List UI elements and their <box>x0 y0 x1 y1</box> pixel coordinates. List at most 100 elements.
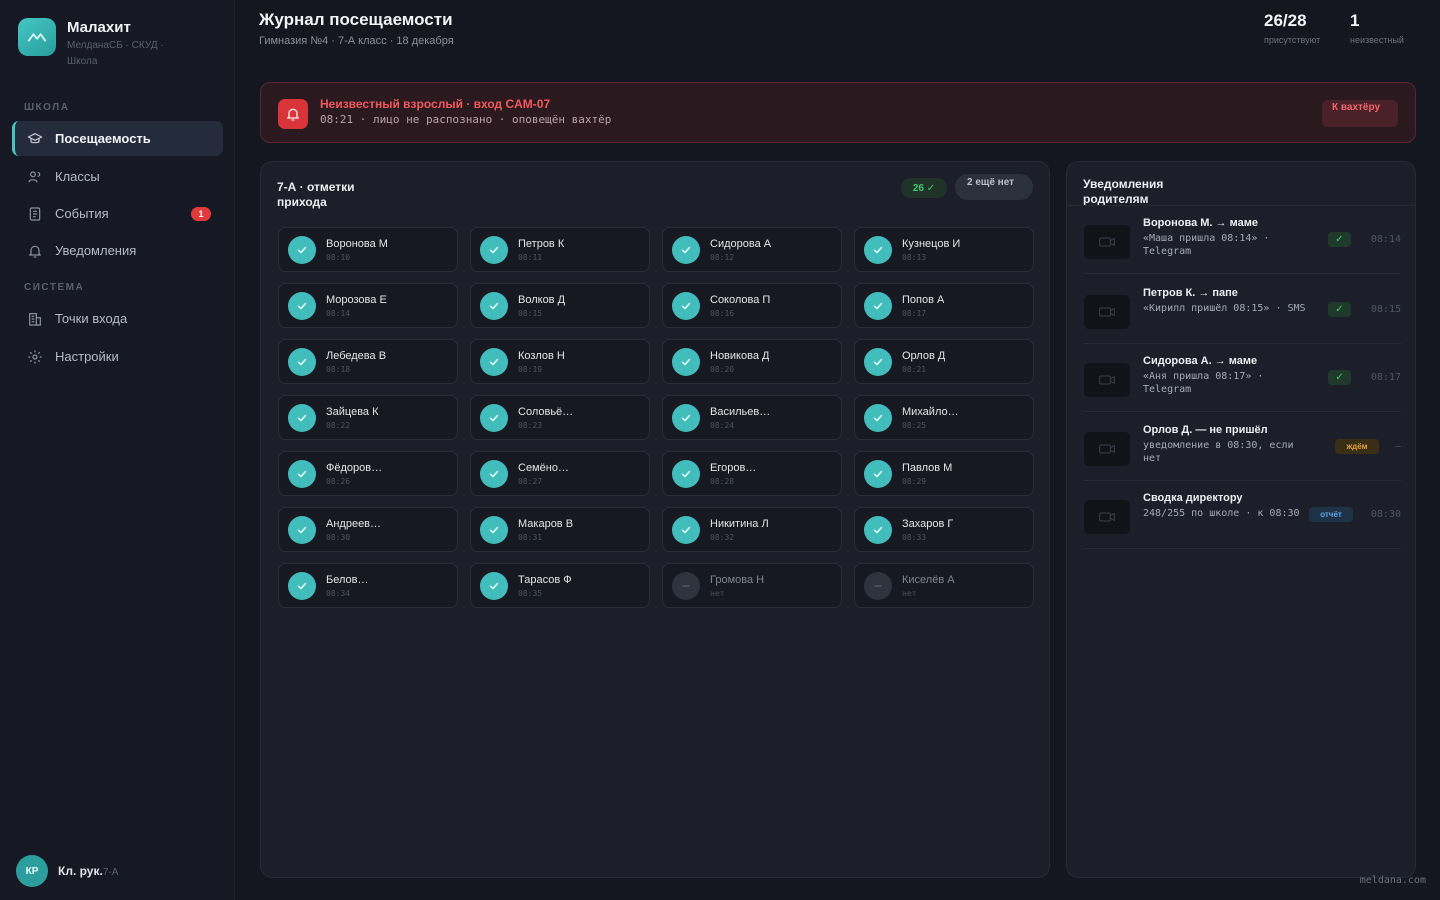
page-title: Журнал посещаемости <box>259 10 453 29</box>
check-icon <box>288 403 316 432</box>
arrival-time: 08:26 <box>326 476 351 486</box>
student-card[interactable]: Павлов М 08:29 <box>854 451 1034 496</box>
student-card[interactable]: Захаров Г 08:33 <box>854 507 1034 552</box>
student-card[interactable]: Тарасов Ф 08:35 <box>470 563 650 608</box>
student-card[interactable]: Волков Д 08:15 <box>470 283 650 328</box>
unknown-count: 1 <box>1350 11 1360 30</box>
check-icon <box>480 291 508 320</box>
sidebar-item-events[interactable]: События 1 <box>12 196 223 231</box>
student-card[interactable]: Семёно… 08:27 <box>470 451 650 496</box>
arrival-time: 08:23 <box>518 420 543 430</box>
sidebar-item-notifications[interactable]: Уведомления <box>12 233 223 268</box>
arrival-time: 08:25 <box>902 420 927 430</box>
check-icon <box>864 291 892 320</box>
notification-item[interactable]: Сидорова А. → маме «Аня пришла 08:17» · T… <box>1083 350 1401 412</box>
student-card[interactable]: Морозова Е 08:14 <box>278 283 458 328</box>
notification-title: Сводка директору <box>1143 492 1243 504</box>
check-icon <box>672 347 700 376</box>
check-icon <box>864 347 892 376</box>
student-name: Павлов М <box>902 461 953 474</box>
arrival-time: 08:30 <box>326 532 351 542</box>
footer-domain: meldana.com <box>1359 875 1426 886</box>
sidebar-item-label: Точки входа <box>55 311 128 326</box>
student-name: Зайцева К <box>326 405 379 418</box>
arrival-time: 08:13 <box>902 252 927 262</box>
building-icon <box>29 312 41 326</box>
student-card[interactable]: Кузнецов И 08:13 <box>854 227 1034 272</box>
sidebar-item-label: Классы <box>55 169 100 184</box>
arrival-time: 08:28 <box>710 476 735 486</box>
check-icon <box>288 291 316 320</box>
notification-item[interactable]: Орлов Д. — не пришёл уведомление в 08:30,… <box>1083 419 1401 481</box>
student-card[interactable]: Соловьё… 08:23 <box>470 395 650 440</box>
student-name: Киселёв А <box>902 573 955 586</box>
student-card[interactable]: Лебедева В 08:18 <box>278 339 458 384</box>
arrival-time: 08:33 <box>902 532 927 542</box>
student-card[interactable]: Фёдоров… 08:26 <box>278 451 458 496</box>
users-icon <box>28 170 41 183</box>
student-name: Воронова М <box>326 237 388 250</box>
sidebar-item-classes[interactable]: Классы <box>12 159 223 194</box>
sidebar-item-attendance[interactable]: Посещаемость <box>12 121 223 156</box>
sidebar-item-entry-points[interactable]: Точки входа <box>12 301 223 336</box>
notification-item[interactable]: Петров К. → папе «Кирилл пришёл 08:15» · … <box>1083 282 1401 344</box>
user-class: 7-А <box>102 867 119 878</box>
brand[interactable]: Малахит МелданаСБ · СКУД · Школа <box>18 18 182 70</box>
arrival-time: 08:10 <box>326 252 351 262</box>
notifications-title: Уведомления родителям <box>1083 177 1164 206</box>
student-card[interactable]: Егоров… 08:28 <box>662 451 842 496</box>
dash-icon <box>672 571 700 600</box>
notification-text: «Кирилл пришёл 08:15» · SMS <box>1143 303 1306 314</box>
notification-time: 08:17 <box>1370 372 1401 383</box>
student-name: Волков Д <box>518 293 566 306</box>
notification-item[interactable]: Воронова М. → маме «Маша пришла 08:14» · … <box>1083 212 1401 274</box>
check-icon <box>288 347 316 376</box>
student-name: Орлов Д <box>902 349 946 362</box>
bell-icon <box>278 99 308 129</box>
arrival-time: 08:11 <box>518 252 543 262</box>
check-icon <box>480 571 508 600</box>
student-card[interactable]: Попов А 08:17 <box>854 283 1034 328</box>
check-icon <box>864 459 892 488</box>
gear-icon <box>28 349 42 364</box>
check-icon <box>672 515 700 544</box>
student-card[interactable]: Киселёв А нет <box>854 563 1034 608</box>
sidebar-item-label: Настройки <box>55 349 119 364</box>
present-label: присутствуют <box>1264 35 1321 45</box>
student-card[interactable]: Михайло… 08:25 <box>854 395 1034 440</box>
present-stat: 26/28 присутствуют <box>1264 11 1320 45</box>
student-card[interactable]: Зайцева К 08:22 <box>278 395 458 440</box>
brand-subtitle: МелданаСБ · СКУД · Школа <box>67 40 164 67</box>
notification-text: «Аня пришла 08:17» · Telegram <box>1143 371 1264 395</box>
student-card[interactable]: Соколова П 08:16 <box>662 283 842 328</box>
arrival-time: 08:34 <box>326 588 351 598</box>
student-card[interactable]: Орлов Д 08:21 <box>854 339 1034 384</box>
dash-icon <box>864 571 892 600</box>
notification-item[interactable]: Сводка директору 248/255 по школе · к 08:… <box>1083 487 1401 549</box>
student-card[interactable]: Петров К 08:11 <box>470 227 650 272</box>
student-card[interactable]: Васильев… 08:24 <box>662 395 842 440</box>
student-card[interactable]: Андреев… 08:30 <box>278 507 458 552</box>
to-watchman-button[interactable]: К вахтёру <box>1322 100 1398 127</box>
malachite-logo-icon <box>18 18 56 56</box>
student-card[interactable]: Сидорова А 08:12 <box>662 227 842 272</box>
student-name: Никитина Л <box>710 517 769 530</box>
sidebar-item-settings[interactable]: Настройки <box>12 339 223 374</box>
check-icon <box>864 235 892 264</box>
check-icon <box>288 459 316 488</box>
missing-pill[interactable]: 2 ещё нет <box>955 174 1033 200</box>
student-card[interactable]: Макаров В 08:31 <box>470 507 650 552</box>
check-icon <box>480 515 508 544</box>
student-card[interactable]: Воронова М 08:10 <box>278 227 458 272</box>
notification-title: Петров К. → папе <box>1143 287 1238 299</box>
student-card[interactable]: Козлов Н 08:19 <box>470 339 650 384</box>
user-profile[interactable]: КР Кл. рук.7-А <box>16 855 118 887</box>
arrival-time: нет <box>902 588 917 598</box>
student-card[interactable]: Никитина Л 08:32 <box>662 507 842 552</box>
check-icon <box>480 235 508 264</box>
present-count: 26/28 <box>1264 11 1307 30</box>
student-card[interactable]: Новикова Д 08:20 <box>662 339 842 384</box>
student-card[interactable]: Белов… 08:34 <box>278 563 458 608</box>
student-card[interactable]: Громова Н нет <box>662 563 842 608</box>
arrival-time: 08:24 <box>710 420 735 430</box>
